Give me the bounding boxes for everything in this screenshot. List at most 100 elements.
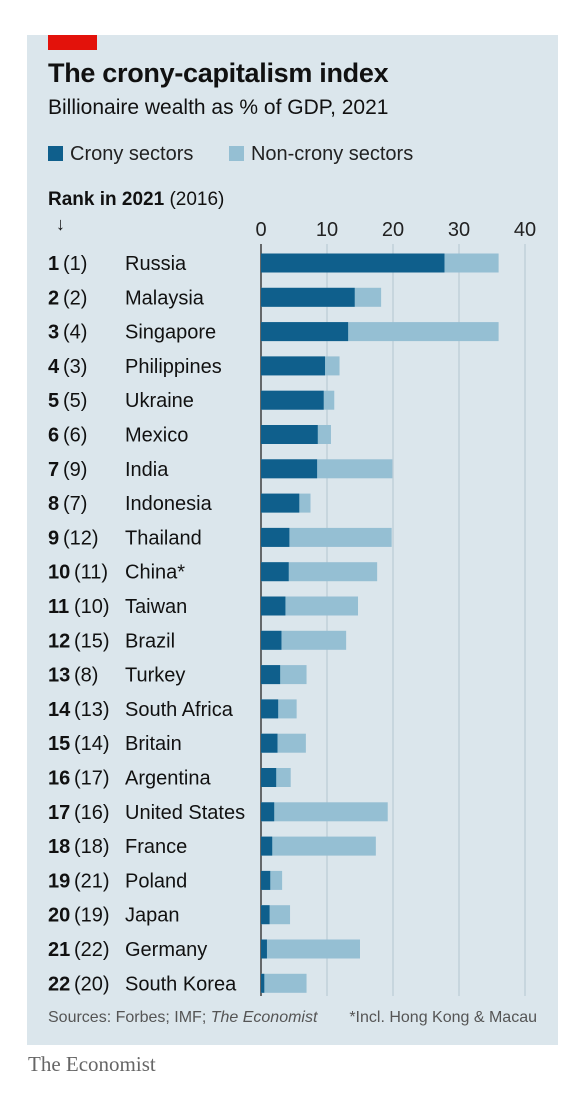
rank-label: 22 xyxy=(48,973,70,995)
prev-rank-label: (10) xyxy=(74,596,110,618)
prev-rank-label: (2) xyxy=(63,287,87,309)
country-label: Germany xyxy=(125,939,207,961)
prev-rank-label: (1) xyxy=(63,253,87,275)
rank-label: 15 xyxy=(48,733,70,755)
bar-noncrony xyxy=(261,562,378,582)
sources-italic: The Economist xyxy=(210,1009,318,1026)
bar-crony xyxy=(261,870,271,890)
prev-rank-label: (20) xyxy=(74,973,110,995)
rank-label: 11 xyxy=(48,596,69,618)
country-label: Britain xyxy=(125,733,182,755)
country-label: South Africa xyxy=(125,699,234,721)
rank-label: 1 xyxy=(48,253,59,275)
bar-chart: 0 10 20 30 40 1 (1) Russia 2 (2) Malaysia 3 (4) Singa… xyxy=(48,219,536,996)
bar-noncrony xyxy=(261,630,347,650)
rank-label: 12 xyxy=(48,630,70,652)
country-label: Ukraine xyxy=(125,390,194,412)
rank-label: 10 xyxy=(48,562,70,584)
rank-label: 20 xyxy=(48,905,70,927)
prev-rank-label: (9) xyxy=(63,459,87,481)
country-label: India xyxy=(125,459,169,481)
rank-label: 18 xyxy=(48,836,70,858)
sources-prefix: Sources: Forbes; IMF; xyxy=(48,1009,211,1026)
bar-crony xyxy=(261,356,326,376)
country-label: Malaysia xyxy=(125,287,205,309)
bar-noncrony xyxy=(261,802,388,822)
rank-label: 5 xyxy=(48,390,59,412)
rank-label: 16 xyxy=(48,768,70,790)
bar-crony xyxy=(261,459,318,479)
bar-noncrony xyxy=(261,939,360,959)
bar-noncrony xyxy=(261,527,392,547)
country-label: Russia xyxy=(125,253,187,275)
country-label: Mexico xyxy=(125,425,188,447)
bar-crony xyxy=(261,287,355,307)
country-label: China* xyxy=(125,562,185,584)
rank-label: 8 xyxy=(48,493,59,515)
prev-rank-label: (17) xyxy=(74,768,110,790)
chart-title: The crony-capitalism index xyxy=(48,58,389,88)
bar-crony xyxy=(261,322,349,342)
prev-rank-label: (13) xyxy=(74,699,110,721)
footnote: *Incl. Hong Kong & Macau xyxy=(349,1009,537,1026)
prev-rank-label: (18) xyxy=(74,836,110,858)
prev-rank-label: (5) xyxy=(63,390,87,412)
x-tick-label-0: 0 xyxy=(255,219,266,241)
rank-label: 9 xyxy=(48,527,59,549)
prev-rank-label: (4) xyxy=(63,322,87,344)
rank-label: 2 xyxy=(48,287,59,309)
bar-crony xyxy=(261,699,279,719)
bar-crony xyxy=(261,939,267,959)
bar-crony xyxy=(261,390,324,410)
bar-crony xyxy=(261,630,282,650)
prev-rank-label: (21) xyxy=(74,870,110,892)
x-tick-label-30: 30 xyxy=(448,219,470,241)
bar-crony xyxy=(261,493,300,513)
legend-noncrony-swatch xyxy=(228,146,244,161)
x-tick-label-10: 10 xyxy=(316,219,338,241)
bar-noncrony xyxy=(261,973,307,993)
rank-label: 21 xyxy=(48,939,70,961)
country-label: Thailand xyxy=(125,527,202,549)
accent-bar xyxy=(48,35,97,50)
prev-rank-label: (11) xyxy=(74,562,108,584)
rank-header-bold: Rank in 2021 xyxy=(48,189,165,210)
prev-rank-label: (19) xyxy=(74,905,110,927)
rank-label: 13 xyxy=(48,665,70,687)
bar-noncrony xyxy=(261,836,376,856)
bar-crony xyxy=(261,562,289,582)
legend-crony: Crony sectors xyxy=(48,143,199,165)
country-label: Indonesia xyxy=(125,493,213,515)
rank-header-paren: (2016) xyxy=(169,189,225,210)
brand-logo: The Economist xyxy=(28,1052,156,1076)
prev-rank-label: (8) xyxy=(74,665,98,687)
rank-label: 6 xyxy=(48,425,59,447)
bar-crony xyxy=(261,596,286,616)
sources-note: Sources: Forbes; IMF; The Economist xyxy=(48,1009,317,1027)
country-label: Taiwan xyxy=(125,596,187,618)
country-label: Turkey xyxy=(125,665,185,687)
legend-noncrony-label: Non-crony sectors xyxy=(250,143,414,165)
rank-label: 3 xyxy=(48,322,59,344)
country-label: South Korea xyxy=(125,973,237,995)
prev-rank-label: (14) xyxy=(74,733,110,755)
legend-crony-label: Crony sectors xyxy=(70,143,194,165)
country-label: Argentina xyxy=(125,768,211,790)
bar-crony xyxy=(261,836,273,856)
rank-label: 17 xyxy=(48,802,70,824)
legend-noncrony: Non-crony sectors xyxy=(228,143,414,165)
prev-rank-label: (22) xyxy=(74,939,110,961)
prev-rank-label: (3) xyxy=(63,356,87,378)
country-label: Philippines xyxy=(125,356,222,378)
rank-label: 14 xyxy=(48,699,71,721)
bar-crony xyxy=(261,802,275,822)
prev-rank-label: (16) xyxy=(74,802,110,824)
bar-crony xyxy=(261,527,290,547)
bar-crony xyxy=(261,253,445,273)
country-label: Brazil xyxy=(125,630,175,652)
bar-crony xyxy=(261,425,318,444)
bar-crony xyxy=(261,665,281,685)
rank-label: 19 xyxy=(48,870,70,892)
rank-header: Rank in 2021 (2016) xyxy=(48,189,224,211)
bar-crony xyxy=(261,768,277,787)
